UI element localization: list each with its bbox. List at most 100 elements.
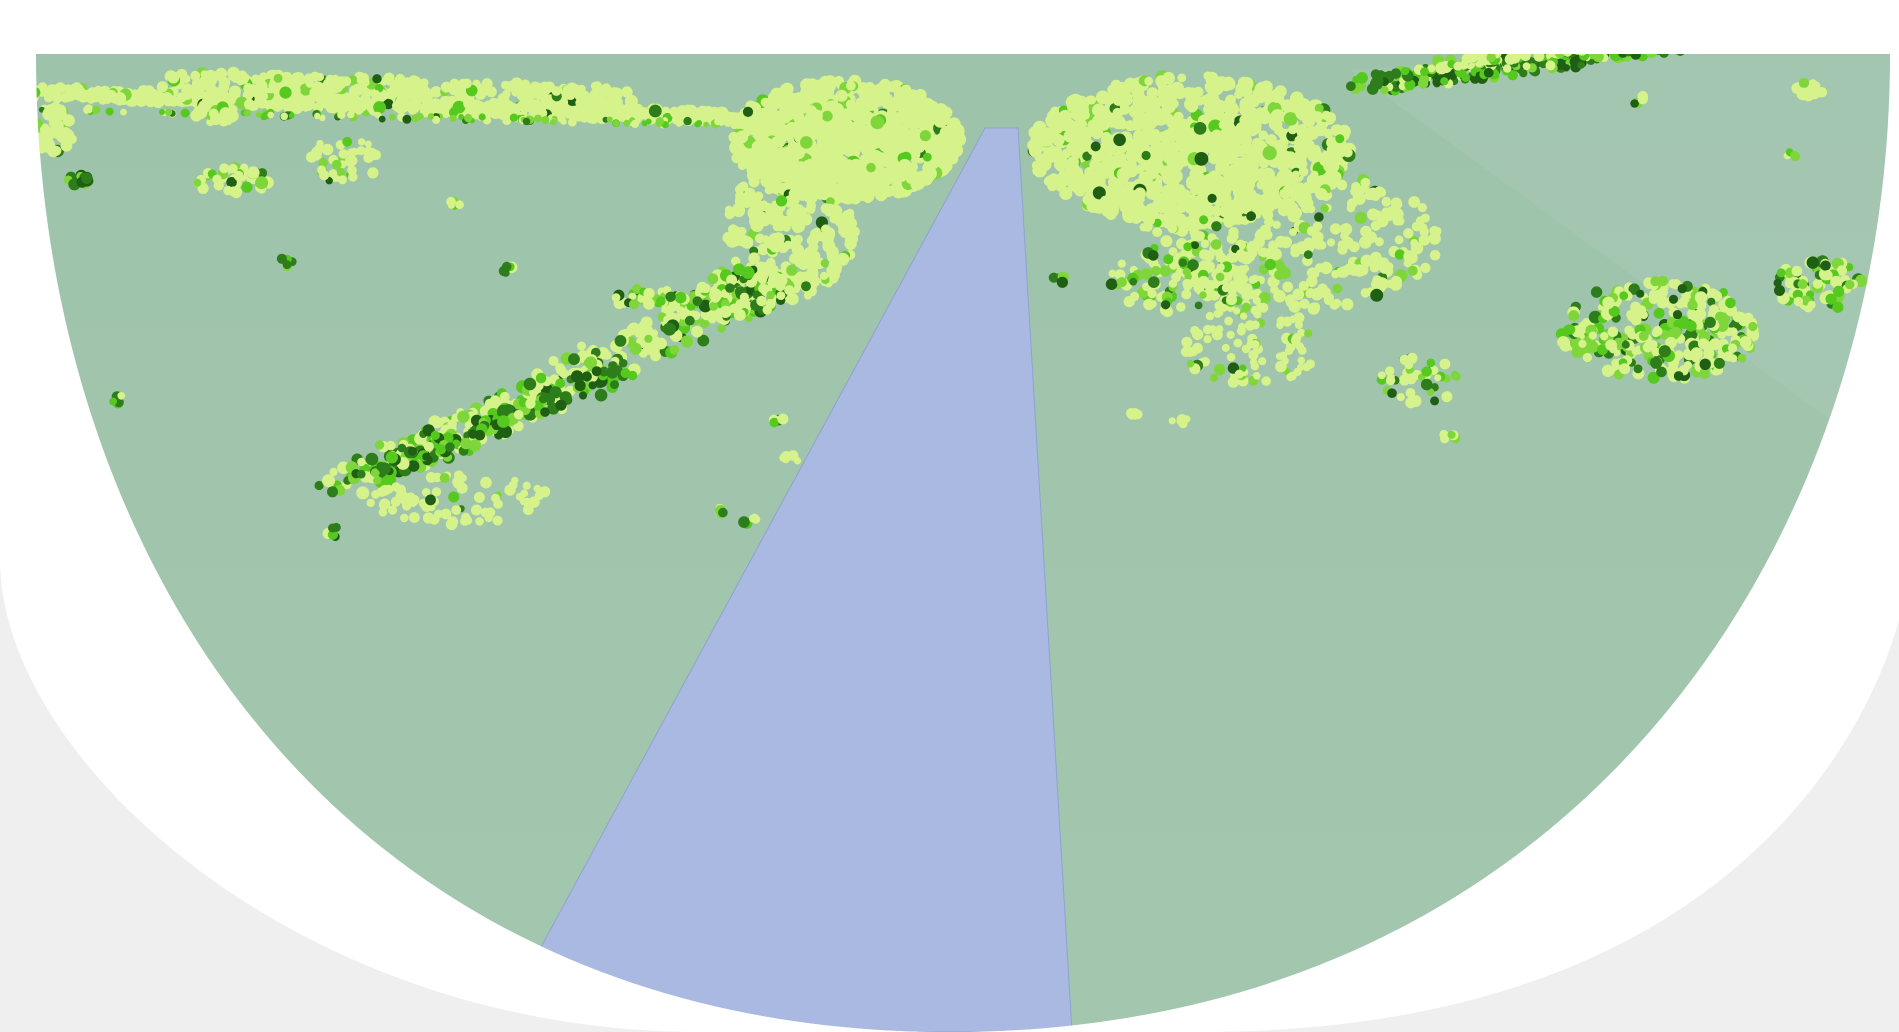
vegetation-point: [449, 114, 457, 122]
vegetation-point: [1429, 225, 1440, 236]
vegetation-point: [1203, 71, 1213, 81]
vegetation-point: [739, 292, 750, 302]
vegetation-point: [1306, 204, 1316, 214]
vegetation-point: [1211, 329, 1223, 341]
vegetation-point: [1233, 338, 1243, 348]
vegetation-point: [1262, 183, 1275, 196]
vegetation-point: [159, 109, 165, 115]
vegetation-point: [766, 290, 775, 300]
vegetation-point: [872, 170, 884, 182]
vegetation-point: [451, 505, 462, 515]
vegetation-point: [1653, 307, 1665, 319]
vegetation-point: [1105, 278, 1118, 291]
vegetation-point: [519, 93, 528, 103]
vegetation-point: [1180, 346, 1192, 358]
vegetation-point: [628, 299, 639, 310]
vegetation-point: [1203, 335, 1212, 344]
vegetation-point: [1429, 250, 1441, 261]
vegetation-point: [1133, 98, 1147, 113]
vegetation-point: [1160, 235, 1173, 248]
vegetation-point: [1420, 213, 1430, 223]
vegetation-point: [156, 81, 168, 93]
vegetation-point: [241, 181, 253, 193]
vegetation-point: [1107, 84, 1118, 95]
vegetation-point: [821, 110, 833, 122]
vegetation-point: [1633, 364, 1643, 374]
vegetation-point: [1223, 217, 1235, 228]
vegetation-point: [798, 173, 808, 183]
vegetation-point: [52, 119, 64, 132]
vegetation-point: [228, 85, 241, 98]
vegetation-point: [1651, 329, 1660, 338]
vegetation-point: [1097, 161, 1112, 176]
vegetation-point: [818, 140, 828, 150]
vegetation-point: [1430, 396, 1440, 406]
vegetation-point: [1392, 216, 1402, 226]
vegetation-point: [1246, 211, 1256, 222]
vegetation-point: [455, 80, 465, 90]
vegetation-point: [1313, 238, 1325, 250]
vegetation-point: [742, 106, 754, 117]
vegetation-point: [168, 95, 178, 105]
vegetation-point: [1246, 240, 1260, 254]
vegetation-point: [1300, 192, 1312, 204]
vegetation-point: [378, 115, 386, 123]
vegetation-point: [208, 108, 219, 119]
vegetation-point: [1229, 199, 1241, 211]
vegetation-point: [1258, 357, 1267, 366]
vegetation-point: [1321, 192, 1331, 202]
vegetation-point: [1685, 320, 1697, 332]
vegetation-point: [219, 107, 232, 120]
vegetation-point: [1405, 373, 1417, 385]
vegetation-point: [806, 200, 816, 211]
vegetation-point: [390, 496, 401, 507]
vegetation-point: [1619, 363, 1631, 375]
vegetation-point: [1303, 250, 1313, 259]
vegetation-point: [758, 107, 769, 118]
vegetation-point: [92, 105, 101, 115]
vegetation-point: [1601, 364, 1615, 377]
vegetation-point: [1265, 134, 1277, 146]
vegetation-point: [1028, 144, 1043, 158]
vegetation-point: [485, 86, 497, 98]
vegetation-point: [530, 89, 540, 99]
vegetation-point: [120, 108, 127, 116]
vegetation-point: [1253, 310, 1262, 319]
vegetation-point: [105, 107, 114, 116]
vegetation-point: [154, 96, 165, 107]
vegetation-point: [857, 185, 871, 199]
vegetation-point: [219, 163, 230, 174]
vegetation-point: [1251, 274, 1260, 283]
vegetation-point: [1305, 359, 1315, 369]
vegetation-point: [614, 335, 627, 347]
vegetation-point: [606, 366, 619, 379]
vegetation-point: [1382, 196, 1391, 206]
vegetation-point: [866, 162, 876, 173]
vegetation-point: [1246, 94, 1260, 108]
river-channel[interactable]: [494, 127, 1073, 1032]
vegetation-point: [1325, 112, 1336, 124]
vegetation-point: [525, 398, 536, 409]
vegetation-point: [1200, 94, 1212, 106]
vegetation-point: [344, 155, 357, 168]
vegetation-point: [1205, 311, 1215, 321]
vegetation-point: [67, 134, 77, 144]
vegetation-point: [429, 514, 440, 525]
vegetation-point: [1050, 120, 1064, 135]
vegetation-point: [1215, 308, 1224, 317]
vegetation-point: [775, 195, 788, 207]
vegetation-point: [894, 88, 906, 101]
vegetation-point: [1694, 308, 1707, 321]
vegetation-point: [1064, 170, 1075, 181]
vegetation-point: [257, 99, 267, 109]
vegetation-point: [448, 107, 459, 118]
vegetation-point: [355, 99, 365, 109]
vegetation-point: [810, 109, 823, 122]
vegetation-point: [715, 106, 727, 119]
vegetation-point: [788, 188, 801, 200]
vegetation-point: [836, 252, 850, 266]
vegetation-point: [610, 380, 619, 390]
vegetation-point: [1151, 265, 1161, 276]
